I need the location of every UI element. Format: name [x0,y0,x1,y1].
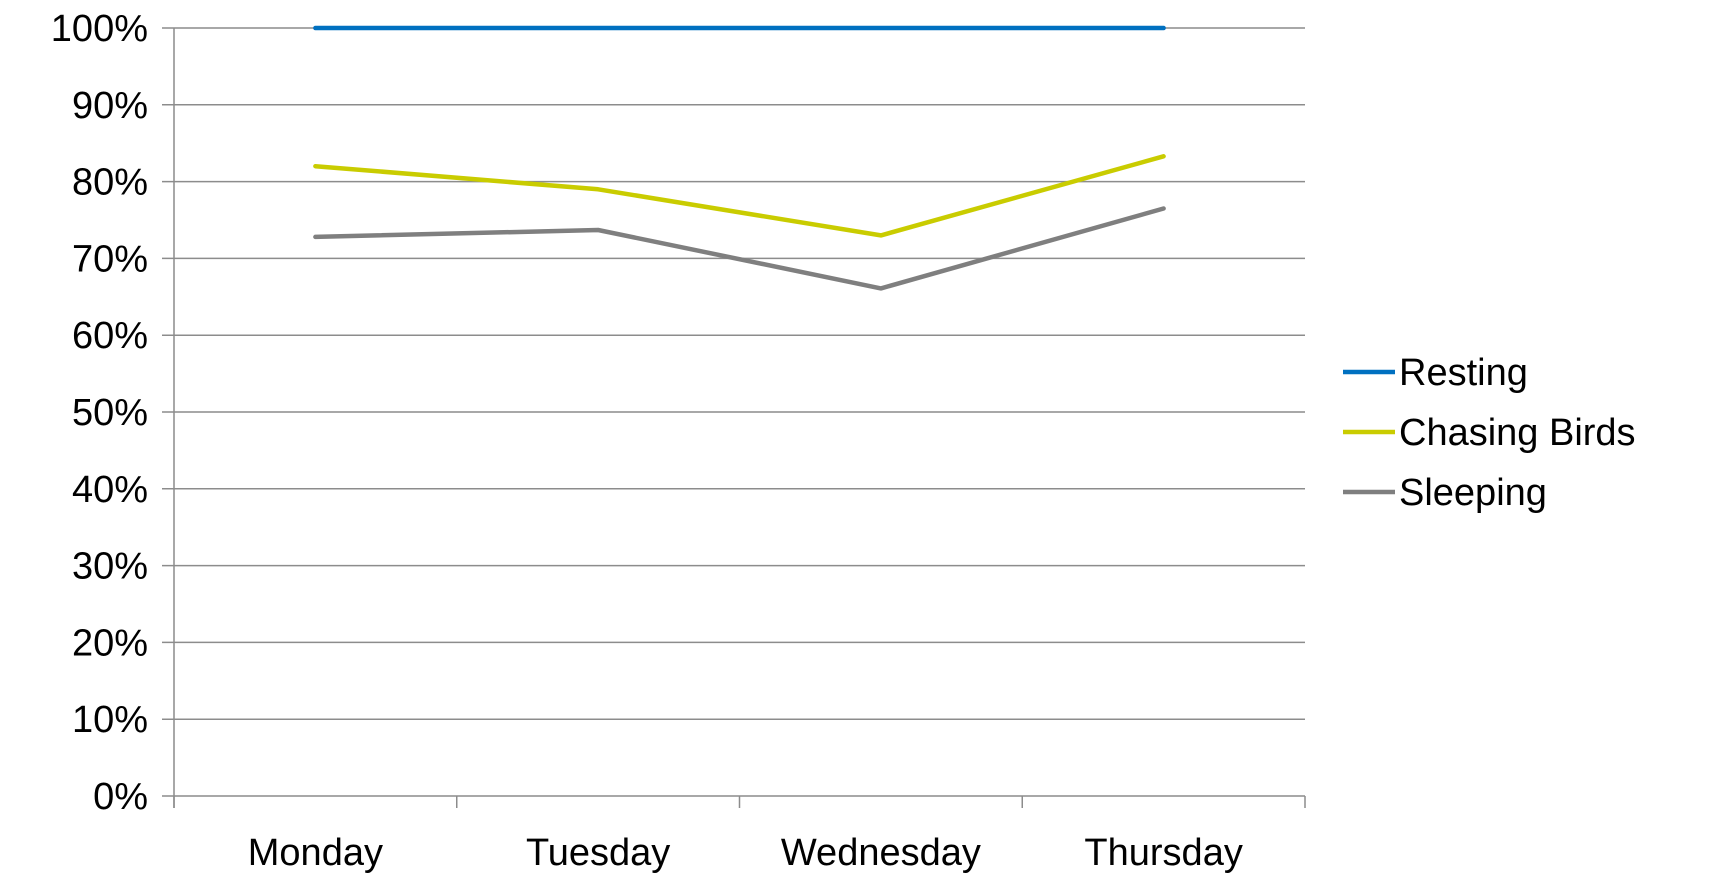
y-tick-label: 60% [72,315,148,357]
x-tick-label-wednesday: Wednesday [781,832,981,873]
gridlines [162,27,1305,797]
y-tick-label: 50% [72,392,148,434]
y-tick-label: 40% [72,469,148,511]
legend-label-resting: Resting [1399,352,1528,394]
series-line-sleeping [313,206,1166,291]
series-line-chasing-birds [313,154,1166,238]
y-tick-label: 30% [72,546,148,588]
y-tick-label: 80% [72,162,148,204]
legend-label-chasing-birds: Chasing Birds [1399,412,1636,454]
legend-item-chasing-birds: Chasing Birds [1343,412,1636,454]
y-tick-label: 20% [72,622,148,664]
legend-item-sleeping: Sleeping [1343,472,1547,514]
x-axis-tick-labels: Monday Tuesday Wednesday Thursday [248,832,1243,873]
x-tick-label-thursday: Thursday [1084,832,1242,873]
legend-label-sleeping: Sleeping [1399,472,1547,514]
y-tick-label: 70% [72,238,148,280]
legend: Resting Chasing Birds Sleeping [1343,352,1636,514]
series-lines [313,25,1166,291]
legend-item-resting: Resting [1343,352,1528,394]
y-tick-label: 100% [51,8,148,50]
y-tick-label: 0% [93,776,148,818]
y-axis-tick-labels: 0% 10% 20% 30% 40% 50% 60% 70% 80% 90% 100% [51,8,148,818]
y-tick-label: 90% [72,85,148,127]
x-tick-label-tuesday: Tuesday [526,832,670,873]
x-tick-label-monday: Monday [248,832,383,873]
y-tick-label: 10% [72,699,148,741]
axes [173,28,1306,808]
